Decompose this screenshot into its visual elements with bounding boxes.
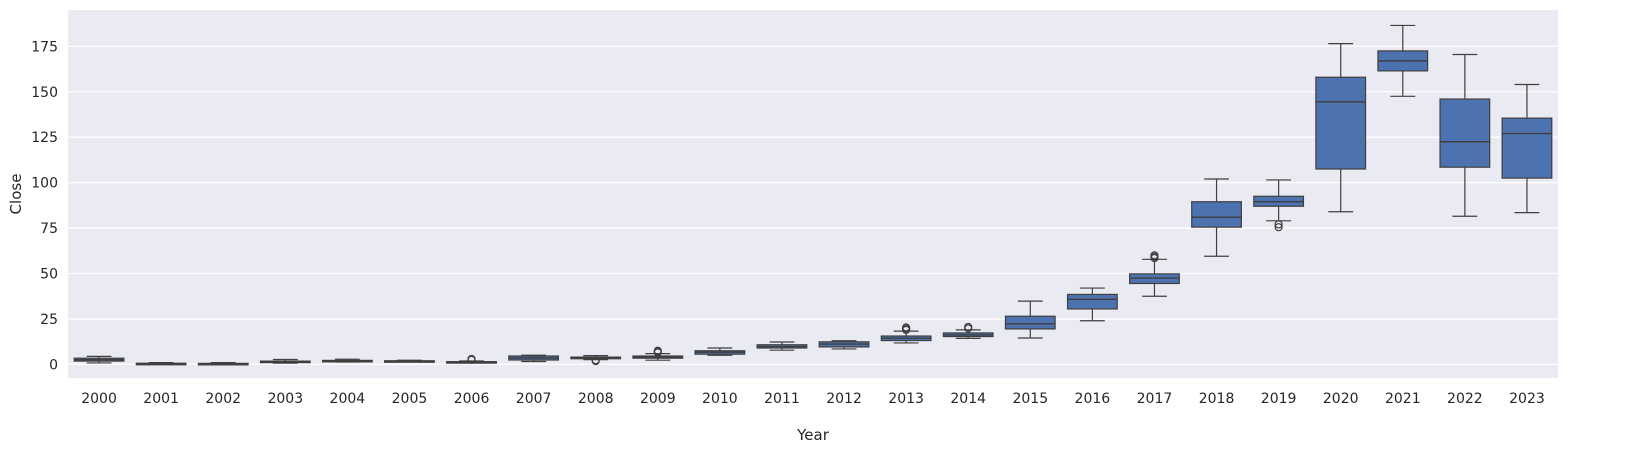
x-tick-label: 2008 <box>578 391 614 407</box>
box-2012 <box>818 340 870 350</box>
x-tick-label: 2017 <box>1137 391 1173 407</box>
outlier-point <box>653 346 662 355</box>
x-tick-label: 2019 <box>1261 391 1297 407</box>
box-2007 <box>508 354 560 363</box>
box-2023 <box>1501 83 1553 214</box>
box-body <box>1004 315 1056 330</box>
outlier-point <box>591 356 600 365</box>
x-tick-label: 2016 <box>1075 391 1111 407</box>
y-axis-title: Close <box>7 174 25 215</box>
x-tick-label: 2015 <box>1012 391 1048 407</box>
box-2011 <box>756 341 808 351</box>
box-body <box>1315 76 1367 170</box>
y-tick-label: 0 <box>49 357 58 373</box>
x-tick-label: 2012 <box>826 391 862 407</box>
y-tick-label: 150 <box>31 85 58 101</box>
box-2014 <box>942 322 994 339</box>
x-tick-label: 2020 <box>1323 391 1359 407</box>
outlier-point <box>1150 251 1159 260</box>
y-tick-label: 75 <box>40 221 58 237</box>
x-tick-labels: 2000 2001 2002 2003 2004 2005 2006 2007 2008 2009… <box>81 391 1545 407</box>
x-tick-label: 2010 <box>702 391 738 407</box>
x-tick-label: 2005 <box>392 391 428 407</box>
box-2008 <box>570 355 622 366</box>
y-tick-label: 100 <box>31 176 58 192</box>
box-2018 <box>1191 178 1242 257</box>
x-tick-label: 2006 <box>454 391 490 407</box>
x-tick-label: 2021 <box>1385 391 1421 407</box>
outlier-point <box>1274 223 1283 232</box>
x-tick-label: 2004 <box>330 391 366 407</box>
plot-background <box>68 10 1558 378</box>
box-2004 <box>321 358 373 363</box>
box-2002 <box>197 361 249 366</box>
outlier-point <box>467 354 476 364</box>
box-2015 <box>1004 300 1056 339</box>
x-axis-title: Year <box>796 426 830 444</box>
x-tick-label: 2002 <box>205 391 241 407</box>
x-tick-label: 2003 <box>267 391 303 407</box>
box-2003 <box>259 358 311 364</box>
x-tick-label: 2023 <box>1509 391 1545 407</box>
box-2005 <box>384 359 435 363</box>
box-body <box>1439 98 1491 168</box>
y-tick-label: 25 <box>40 312 58 328</box>
box-body <box>1501 117 1553 179</box>
x-tick-label: 2022 <box>1447 391 1483 407</box>
x-tick-label: 2007 <box>516 391 552 407</box>
outlier-point <box>964 322 973 332</box>
box-2010 <box>694 347 746 356</box>
y-tick-labels: 0 25 50 75 100 125 150 175 <box>31 39 58 373</box>
x-tick-label: 2013 <box>888 391 924 407</box>
box-2017 <box>1129 251 1180 297</box>
box-2016 <box>1066 287 1118 322</box>
box-2009 <box>632 346 684 361</box>
x-tick-label: 2000 <box>81 391 117 407</box>
y-tick-label: 125 <box>31 130 58 146</box>
grid-lines <box>68 45 1558 366</box>
box-body <box>1191 201 1242 228</box>
box-2001 <box>135 361 187 366</box>
box-2020 <box>1315 43 1367 213</box>
y-tick-label: 175 <box>31 39 58 55</box>
boxes <box>73 24 1553 366</box>
box-2021 <box>1377 24 1429 97</box>
box-2022 <box>1439 53 1491 217</box>
x-tick-label: 2018 <box>1199 391 1235 407</box>
box-body <box>1066 293 1118 310</box>
x-tick-label: 2014 <box>950 391 986 407</box>
box-2000 <box>73 355 125 364</box>
x-tick-label: 2009 <box>640 391 676 407</box>
y-tick-label: 50 <box>40 267 58 283</box>
x-tick-label: 2001 <box>143 391 179 407</box>
outlier-point <box>1274 220 1283 229</box>
x-tick-label: 2011 <box>764 391 800 407</box>
box-2019 <box>1253 179 1305 232</box>
box-2013 <box>880 323 932 344</box>
outlier-point <box>902 323 911 332</box>
box-2006 <box>446 354 497 364</box>
